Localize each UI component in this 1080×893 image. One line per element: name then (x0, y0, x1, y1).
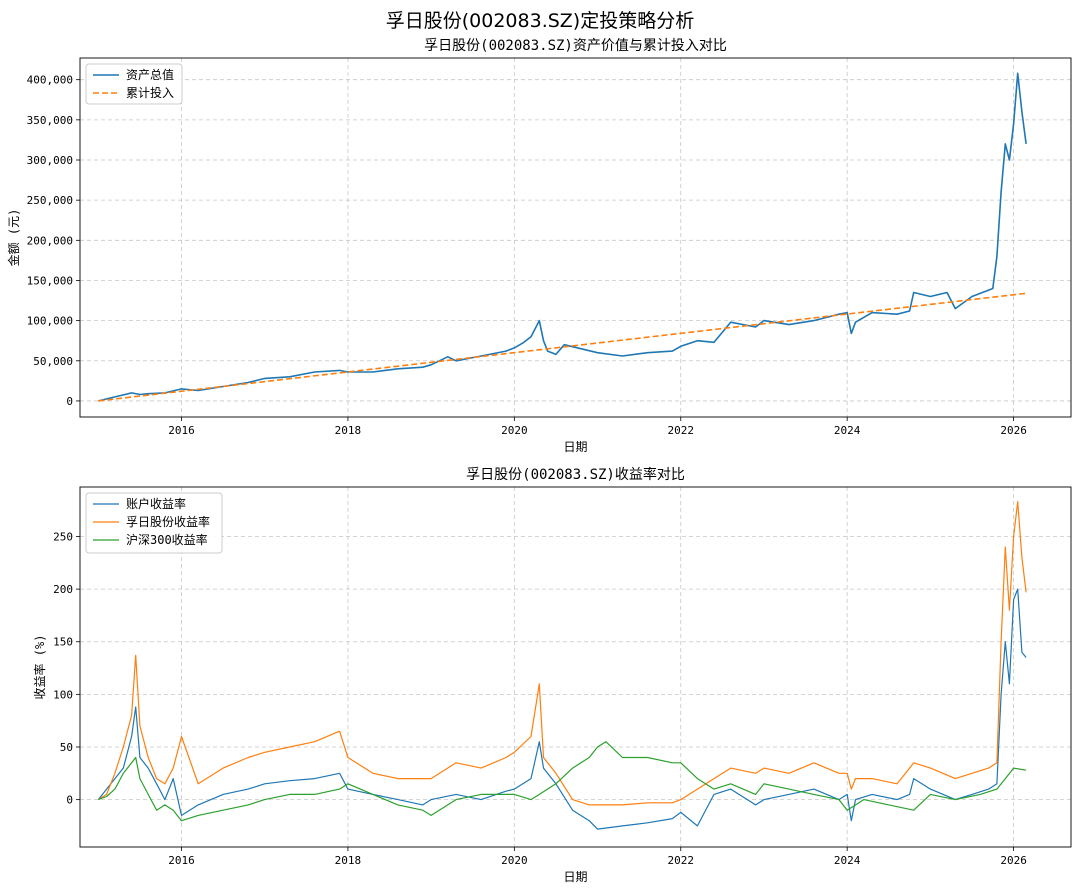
series-line-2 (98, 741, 1027, 822)
y-tick-label: 100 (53, 688, 73, 701)
series-line-0 (97, 588, 1027, 830)
y-axis-label: 收益率 (%) (32, 635, 47, 700)
chart-return-rate: 2016 2018 2020 2022 2024 2026 0 50 100 150 200 250 孚… (32, 466, 1072, 884)
y-tick-label: 150 (53, 636, 73, 649)
y-tick-label: 250 (53, 530, 73, 543)
figure-suptitle: 孚日股份(002083.SZ)定投策略分析 (385, 10, 695, 32)
x-tick-label: 2024 (834, 424, 861, 437)
x-tick-label: 2026 (1000, 854, 1027, 867)
chart-title: 孚日股份(002083.SZ)资产价值与累计投入对比 (424, 38, 727, 54)
x-tick-label: 2026 (1000, 424, 1027, 437)
x-tick-label: 2018 (335, 854, 362, 867)
x-tick-label: 2016 (168, 424, 195, 437)
y-tick-label: 0 (66, 395, 73, 408)
x-axis-label: 日期 (563, 440, 587, 454)
x-tick-label: 2024 (834, 854, 861, 867)
x-axis-label: 日期 (563, 870, 587, 884)
axes-frame (79, 486, 1072, 848)
x-tick-label: 2020 (501, 424, 528, 437)
axes-frame (79, 57, 1072, 418)
chart-title: 孚日股份(002083.SZ)收益率对比 (466, 466, 685, 483)
y-tick-label: 350,000 (27, 114, 73, 127)
series-line-0 (98, 72, 1027, 402)
legend-label: 资产总值 (126, 67, 174, 82)
legend-box (85, 63, 183, 105)
legend-label: 累计投入 (126, 85, 174, 100)
x-tick-label: 2022 (668, 424, 695, 437)
y-tick-label: 200 (53, 583, 73, 596)
y-tick-label: 50 (60, 741, 73, 754)
y-tick-label: 300,000 (27, 154, 73, 167)
legend-label: 沪深300收益率 (126, 532, 208, 547)
x-tick-label: 2020 (501, 854, 528, 867)
y-tick-label: 150,000 (27, 274, 73, 287)
x-tick-label: 2022 (668, 854, 695, 867)
series-line-1 (97, 501, 1027, 806)
y-tick-label: 0 (66, 794, 73, 807)
y-axis-label: 金额 (元) (6, 209, 21, 267)
y-tick-label: 250,000 (27, 194, 73, 207)
series-line-1 (98, 292, 1027, 402)
y-tick-label: 100,000 (27, 315, 73, 328)
chart-asset-value: 2016 2018 2020 2022 2024 2026 0 50,000 100,000 15… (6, 38, 1072, 454)
y-tick-label: 200,000 (27, 234, 73, 247)
legend-label: 孚日股份收益率 (126, 514, 210, 529)
legend-label: 账户收益率 (126, 496, 186, 511)
legend-box (85, 492, 223, 554)
y-tick-label: 400,000 (27, 74, 73, 87)
x-tick-label: 2018 (335, 424, 362, 437)
y-tick-label: 50,000 (33, 355, 73, 368)
x-tick-label: 2016 (168, 854, 195, 867)
